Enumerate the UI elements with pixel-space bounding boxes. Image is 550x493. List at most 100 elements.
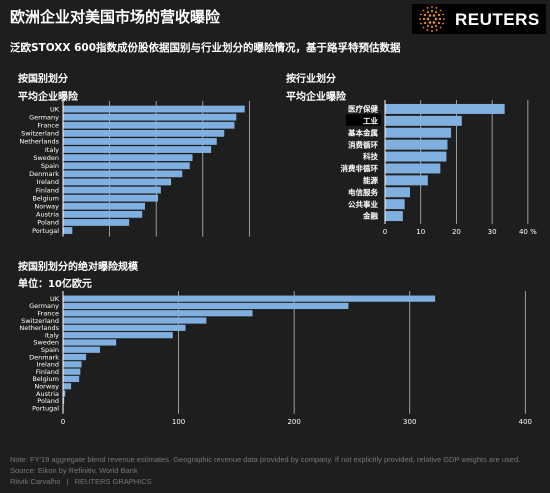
reuters-dots-icon (419, 6, 445, 32)
country-section-label: 按国别划分 (18, 74, 68, 85)
category-label: 电信服务 (348, 187, 378, 197)
footer-credit-org: REUTERS GRAPHICS (74, 477, 152, 486)
x-tick-label: 0 (383, 228, 387, 236)
category-label: 金融 (362, 211, 378, 221)
x-tick-label: 40 % (519, 228, 537, 236)
category-label: Austria (36, 390, 59, 398)
logo-dot (442, 13, 444, 16)
bar (385, 127, 452, 138)
category-label: UK (50, 105, 60, 113)
category-label: Norway (34, 203, 59, 211)
category-label: France (37, 310, 59, 318)
absolute-exposure-chart: 0 100 200 300 400UKGermanyFranceSwitzerlandN… (19, 291, 532, 426)
sector-exposure-chart: 0 10 20 30 40 % 医疗保健工业基本金属消费循环科技消费非循环能源电信服务公共… (341, 100, 537, 236)
x-tick-label: 400 (519, 418, 532, 426)
bar (63, 178, 172, 186)
logo-dot (420, 13, 422, 16)
logo-dot (435, 7, 438, 9)
category-label: Sweden (33, 154, 59, 162)
bar (63, 353, 87, 361)
category-label: Netherlands (19, 324, 59, 332)
x-tick-label: 300 (403, 418, 416, 426)
logo-dot (431, 6, 433, 8)
logo-dot (437, 21, 441, 25)
category-label: 消费非循环 (341, 163, 379, 173)
category-label: Italy (45, 331, 59, 339)
logo-dot (443, 18, 445, 20)
logo-dot (432, 21, 436, 24)
bar (63, 383, 72, 390)
logo-text: REUTERS (455, 10, 540, 29)
logo-dot (426, 24, 430, 28)
bar (63, 219, 130, 226)
country-exposure-chart: 05101520 %UKGermanyFranceSwitzerlandNeth… (19, 101, 250, 237)
bar (385, 151, 447, 162)
logo-dot (423, 21, 427, 25)
logo-dot (439, 9, 442, 12)
reuters-logo: REUTERS (412, 4, 546, 34)
category-label: Poland (37, 219, 59, 227)
logo-dot (435, 29, 438, 31)
bar (385, 175, 428, 186)
highlight-label-bg (346, 114, 381, 126)
bar (63, 375, 80, 383)
category-label: 医疗保健 (348, 104, 378, 114)
category-label: Germany (29, 302, 59, 310)
logo-dot (430, 9, 434, 13)
bar (63, 202, 145, 210)
bar (63, 317, 207, 324)
x-tick-label: 100 (172, 418, 185, 426)
bar (63, 227, 73, 234)
bar (63, 339, 117, 346)
x-tick-label: 200 (287, 418, 300, 426)
category-label: 公共事业 (348, 199, 378, 209)
category-label: Switzerland (21, 130, 59, 138)
logo-dot (422, 17, 426, 21)
category-label: Norway (34, 383, 59, 391)
bar (63, 210, 143, 218)
bar (385, 199, 405, 210)
bar (385, 187, 410, 198)
logo-dot (426, 7, 429, 9)
logo-dot (431, 30, 433, 32)
category-label: 基本金属 (347, 127, 378, 137)
logo-dot (419, 18, 421, 20)
logo-dot (422, 9, 425, 12)
category-label: Portugal (32, 227, 59, 235)
bar (63, 324, 186, 331)
category-label: 科技 (363, 151, 378, 161)
bar (63, 138, 217, 145)
x-tick-label: 30 (488, 228, 497, 236)
category-label: Finland (36, 186, 59, 194)
logo-dot (422, 26, 425, 29)
logo-dot (428, 14, 432, 17)
bar (63, 361, 82, 368)
category-label: 消费循环 (348, 139, 378, 149)
absolute-section-sublabel: 单位：10亿欧元 (18, 279, 92, 290)
footer-note: Note: FY'19 aggregate blend revenue esti… (10, 455, 521, 464)
bar (63, 332, 173, 339)
logo-dot (426, 29, 429, 31)
country-section-sublabel: 平均企业曝险 (18, 92, 78, 103)
category-label: France (37, 122, 59, 130)
category-label: Portugal (32, 404, 59, 412)
category-label: Belgium (32, 375, 59, 383)
footer-source: Source: Eikon by Refinitiv, World Bank (10, 466, 138, 475)
category-label: Netherlands (19, 138, 59, 146)
absolute-section-label: 按国别划分的绝对曝险规模 (18, 262, 138, 273)
bar (63, 146, 212, 153)
logo-dot (437, 13, 441, 17)
chart-title: 欧洲企业对美国市场的营收曝险 (10, 8, 221, 26)
bar (63, 390, 66, 397)
category-label: 能源 (363, 175, 378, 185)
logo-dot (423, 13, 427, 17)
logo-dot (426, 17, 430, 21)
logo-dot (420, 22, 422, 25)
bar (63, 186, 161, 194)
logo-dot (426, 10, 430, 14)
logo-dot (438, 17, 442, 21)
x-tick-label: 20 (452, 228, 461, 236)
bar (63, 121, 235, 129)
footer-credit: Ritvik Carvalho | REUTERS GRAPHICS (10, 477, 152, 486)
bar (63, 368, 81, 375)
